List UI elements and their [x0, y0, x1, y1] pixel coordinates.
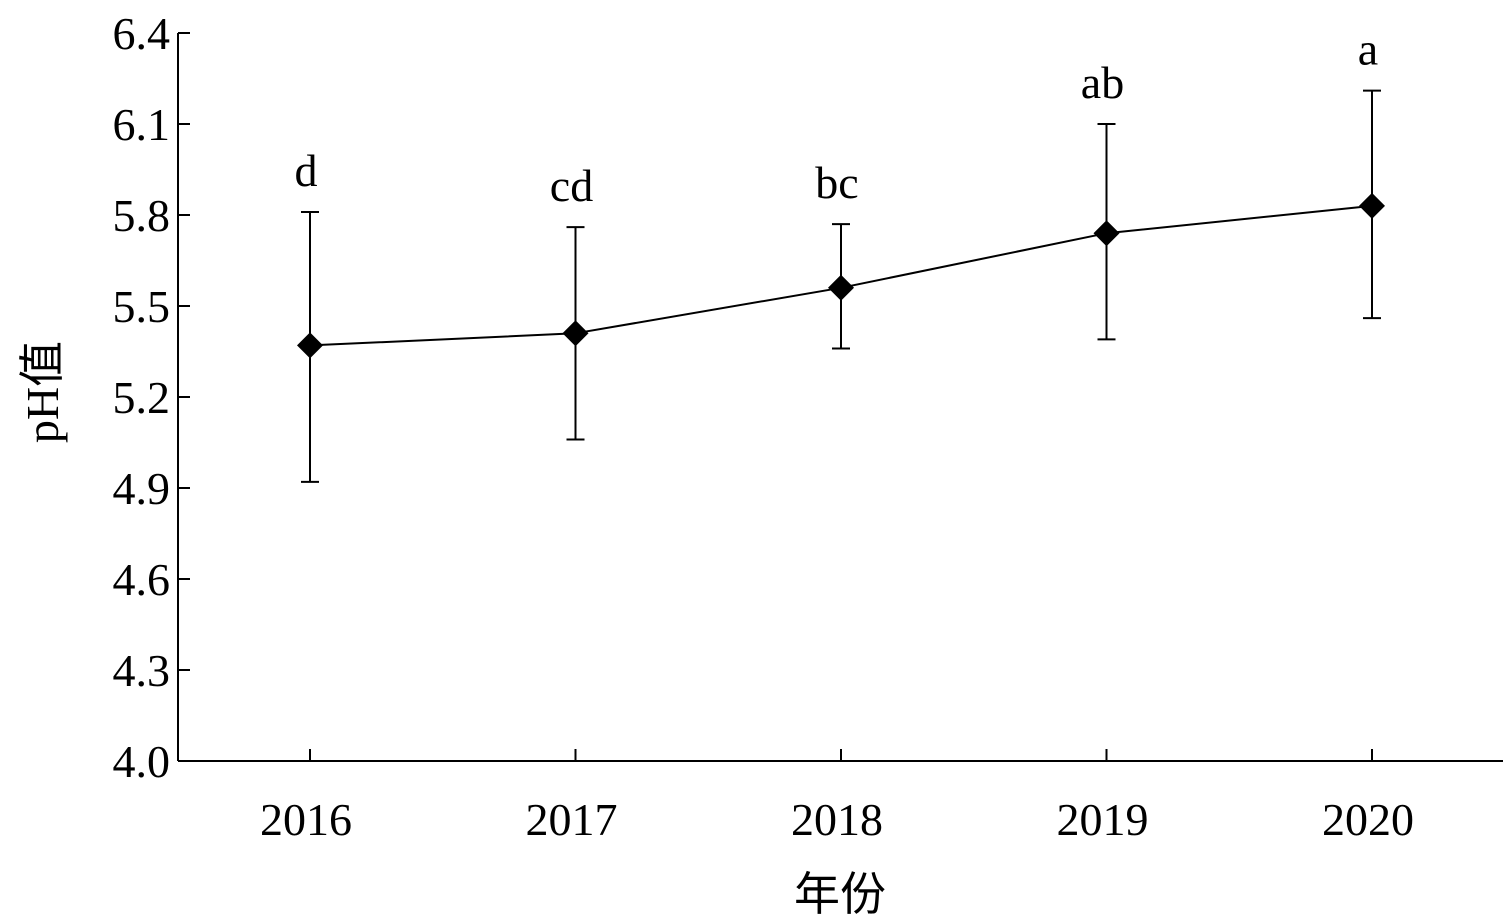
- significance-label: d: [295, 145, 318, 196]
- y-tick-label: 5.8: [113, 190, 171, 241]
- x-tick-label: 2020: [1322, 794, 1414, 845]
- significance-labels: d cd bc ab a: [295, 24, 1379, 212]
- data-point-diamond: [1093, 220, 1120, 247]
- y-tick-label: 6.1: [113, 99, 171, 150]
- x-tick-label: 2017: [526, 794, 618, 845]
- y-tick-label: 4.3: [113, 645, 171, 696]
- y-tick-label: 4.0: [113, 736, 171, 787]
- y-axis-title: pH值: [17, 341, 68, 443]
- x-tick-label: 2019: [1057, 794, 1149, 845]
- data-point-diamond: [562, 320, 589, 347]
- x-tick-label: 2018: [791, 794, 883, 845]
- significance-label: bc: [815, 157, 858, 208]
- x-axis-ticks: 2016 2017 2018 2019 2020: [260, 749, 1414, 845]
- y-axis-ticks: 4.0 4.3 4.6 4.9 5.2 5.5 5.8 6.1 6.4: [113, 8, 190, 787]
- x-tick-label: 2016: [260, 794, 352, 845]
- x-axis-title: 年份: [794, 869, 886, 920]
- data-markers: [297, 192, 1385, 359]
- significance-label: cd: [550, 160, 593, 211]
- axes: [177, 33, 1503, 762]
- y-tick-label: 5.2: [113, 372, 171, 423]
- y-tick-label: 6.4: [113, 8, 171, 59]
- data-point-diamond: [828, 274, 854, 301]
- y-tick-label: 4.6: [113, 554, 171, 605]
- y-tick-label: 4.9: [113, 463, 171, 514]
- data-point-diamond: [297, 332, 323, 359]
- significance-label: a: [1358, 24, 1378, 75]
- y-tick-label: 5.5: [113, 281, 171, 332]
- data-point-diamond: [1359, 192, 1385, 219]
- significance-label: ab: [1081, 57, 1124, 108]
